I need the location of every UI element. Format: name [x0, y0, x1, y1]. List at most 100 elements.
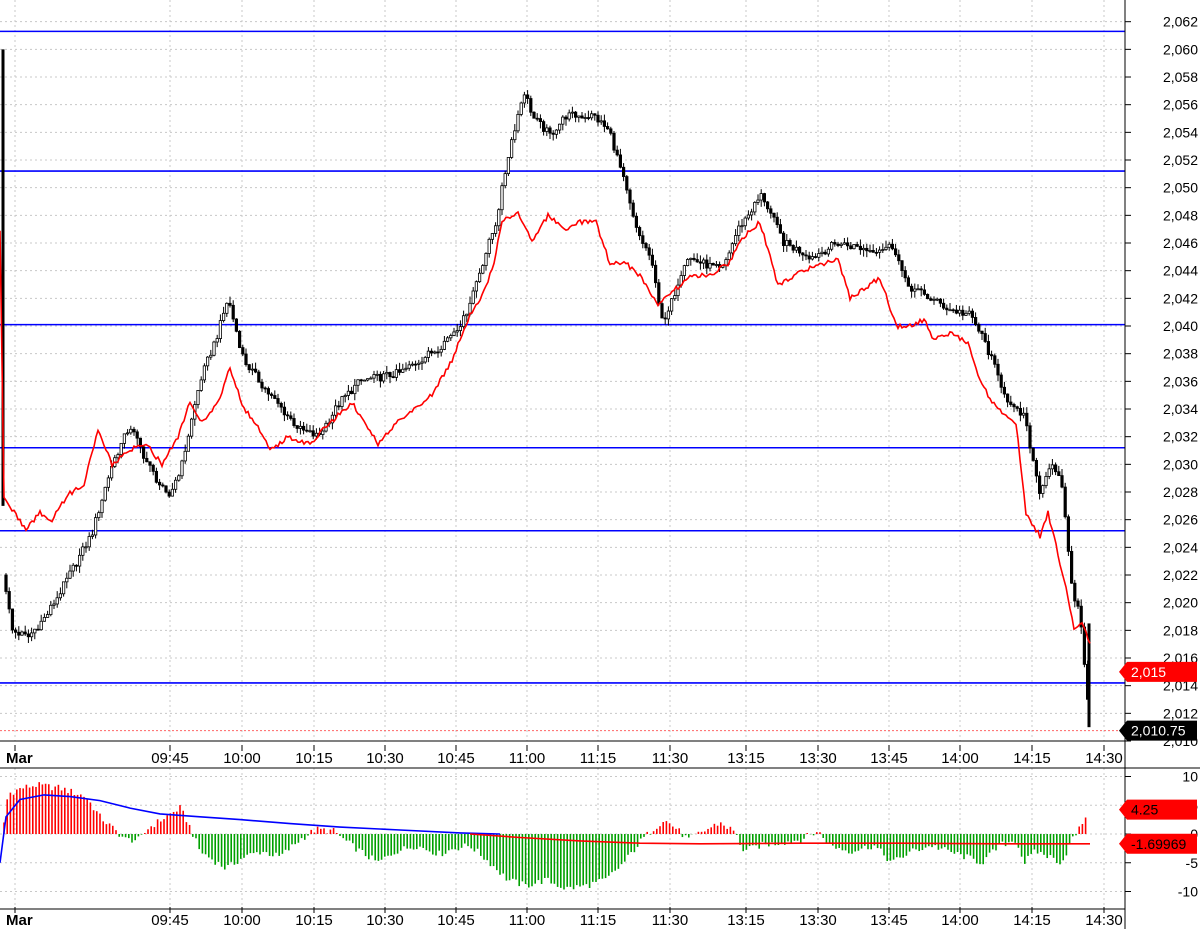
osc-x-label: 11:30: [652, 912, 688, 929]
price-tick-label: 2,024: [1163, 539, 1198, 555]
candle-body: [730, 243, 735, 254]
osc-x-label: 14:15: [1013, 912, 1051, 929]
candle-body: [13, 629, 18, 633]
candle-body: [1041, 485, 1045, 494]
candle-body: [221, 312, 226, 321]
osc-x-label: 13:15: [727, 912, 765, 929]
candle-body: [599, 120, 603, 123]
candle-body: [577, 115, 581, 118]
candle-body: [996, 363, 1000, 376]
price-x-label: 14:00: [941, 750, 979, 767]
price-tick-label: 2,046: [1163, 235, 1198, 251]
candle-body: [119, 442, 123, 456]
candle-body: [855, 244, 859, 247]
candle-body: [509, 139, 514, 158]
candle-body: [103, 486, 107, 501]
candle-body: [33, 628, 37, 634]
candle-body: [231, 304, 235, 320]
candle-body: [881, 249, 885, 251]
candle-body: [817, 253, 821, 258]
candle-body: [148, 461, 152, 466]
candle-body: [609, 128, 613, 134]
ma-line: [0, 210, 1091, 644]
osc-x-label: 14:30: [1085, 912, 1123, 929]
candle-body: [321, 430, 325, 435]
price-tick-label: 2,042: [1163, 290, 1198, 306]
candle-body: [129, 428, 133, 434]
candle-body: [519, 102, 523, 115]
candle-body: [250, 368, 254, 371]
candle-body: [801, 252, 805, 256]
candle-body: [506, 157, 511, 175]
candle-body: [442, 340, 447, 350]
price-tick-label: 2,020: [1163, 595, 1198, 611]
oscillator-line-tag-bg: [1119, 833, 1197, 854]
candle-body: [378, 373, 383, 382]
candle-body: [1054, 464, 1058, 473]
candle-body: [615, 149, 619, 156]
candle-body: [90, 534, 94, 537]
candle-body: [849, 245, 853, 250]
candle-body: [36, 628, 40, 631]
candle-body: [951, 309, 955, 312]
candle-body: [263, 387, 267, 390]
candle-body: [695, 259, 699, 263]
candle-body: [503, 173, 507, 187]
osc-x-label: 13:30: [799, 912, 837, 929]
candle-body: [1034, 460, 1038, 477]
price-tick-label: 2,050: [1163, 180, 1198, 196]
candle-body: [417, 362, 421, 365]
candle-body: [433, 351, 437, 354]
candle-body: [225, 302, 229, 314]
candle-body: [397, 369, 402, 373]
candle-body: [157, 481, 162, 486]
candle-body: [266, 388, 271, 395]
price-tick-label: 2,052: [1163, 152, 1198, 168]
oscillator-y-axis-labels: 1050-5-10: [1125, 769, 1198, 900]
oscillator-line-tag: -1.69969: [1131, 836, 1186, 852]
candle-body: [301, 425, 306, 431]
candle-body: [151, 464, 155, 472]
candle-body: [279, 402, 283, 408]
candle-body: [71, 564, 75, 572]
candle-body: [212, 341, 216, 356]
candle-body: [1047, 468, 1051, 477]
candle-body: [429, 350, 434, 354]
candle-body: [449, 335, 453, 339]
osc-tick-label: -10: [1178, 884, 1198, 900]
candle-body: [922, 289, 927, 295]
candle-body: [820, 251, 824, 254]
candle-body: [439, 348, 443, 353]
price-grid: [0, 0, 1125, 742]
candle-body: [1044, 476, 1048, 487]
candle-body: [237, 330, 242, 348]
candle-body: [7, 591, 11, 610]
candle-body: [839, 243, 843, 246]
price-x-label: 13:30: [799, 750, 837, 767]
candle-body: [919, 288, 923, 291]
candle-body: [455, 330, 459, 333]
price-x-label: Mar: [6, 750, 33, 767]
candle-body: [356, 379, 360, 386]
candle-body: [714, 264, 719, 266]
candle-body: [490, 233, 495, 240]
candle-body: [276, 398, 280, 404]
candle-body: [1038, 475, 1042, 494]
candle-body: [785, 240, 789, 247]
candle-body: [436, 351, 440, 354]
candle-body: [474, 281, 479, 292]
candle-body: [798, 246, 802, 254]
candle-body: [942, 302, 946, 309]
candle-body: [452, 331, 456, 336]
moving-average-line: [0, 210, 1091, 644]
candle-body: [734, 235, 738, 245]
oscillator-histogram: [3, 782, 1087, 890]
candle-body: [62, 581, 66, 595]
candle-body: [590, 113, 594, 119]
candle-body: [1050, 464, 1054, 470]
candle-body: [654, 264, 658, 284]
candle-body: [753, 201, 757, 213]
candle-body: [487, 238, 491, 254]
price-x-label: 13:15: [727, 750, 765, 767]
candle-body: [548, 127, 552, 134]
